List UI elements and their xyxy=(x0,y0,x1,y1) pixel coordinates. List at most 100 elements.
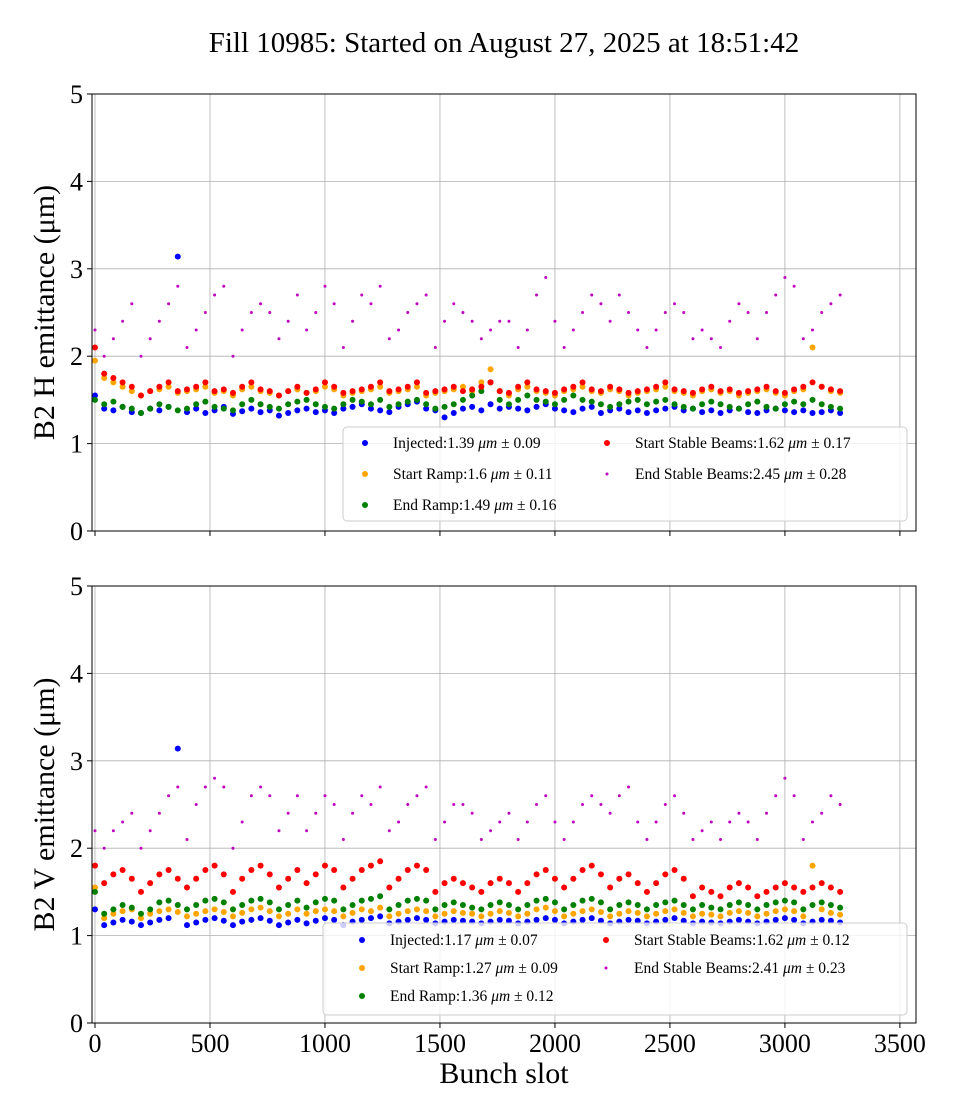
data-point-end-ramp xyxy=(625,398,632,405)
data-point-injected xyxy=(275,412,282,419)
data-point-end-ramp xyxy=(800,401,807,408)
data-point-injected xyxy=(312,409,319,416)
data-point-start-ramp xyxy=(183,913,190,920)
data-point-start-stable-beams xyxy=(193,875,200,882)
data-point-end-stable-beams xyxy=(562,345,566,349)
data-point-end-ramp xyxy=(321,895,328,902)
data-point-end-ramp xyxy=(174,902,181,909)
data-point-injected xyxy=(331,410,338,417)
data-point-start-ramp xyxy=(441,910,448,917)
data-point-end-stable-beams xyxy=(268,311,272,314)
data-point-injected xyxy=(469,403,476,410)
data-point-end-ramp xyxy=(404,897,411,904)
data-point-start-stable-beams xyxy=(745,388,752,395)
data-point-end-ramp xyxy=(671,401,678,408)
data-point-start-ramp xyxy=(119,908,126,915)
data-point-end-ramp xyxy=(147,906,154,913)
data-point-start-stable-beams xyxy=(515,383,522,390)
data-point-end-stable-beams xyxy=(755,837,759,841)
y-tick-label: 3 xyxy=(70,255,83,284)
data-point-end-stable-beams xyxy=(139,846,143,850)
data-point-end-stable-beams xyxy=(461,311,465,314)
data-point-start-ramp xyxy=(496,908,503,915)
data-point-start-ramp xyxy=(404,908,411,915)
data-point-end-stable-beams xyxy=(811,328,815,332)
data-point-end-stable-beams xyxy=(719,837,723,841)
data-point-end-ramp xyxy=(174,407,181,414)
data-point-end-stable-beams xyxy=(111,829,115,833)
data-point-start-stable-beams xyxy=(763,383,770,390)
data-point-end-stable-beams xyxy=(516,345,520,349)
data-point-end-ramp xyxy=(726,902,733,909)
data-point-end-stable-beams xyxy=(470,811,474,815)
data-point-end-ramp xyxy=(395,902,402,909)
data-point-start-stable-beams xyxy=(708,383,715,390)
data-point-end-ramp xyxy=(570,902,577,909)
data-point-end-ramp xyxy=(331,405,338,412)
data-point-end-ramp xyxy=(478,906,485,913)
data-point-end-ramp xyxy=(542,895,549,902)
data-point-end-ramp xyxy=(202,398,209,405)
data-point-start-stable-beams xyxy=(340,389,347,396)
data-point-injected xyxy=(699,409,706,416)
data-point-start-stable-beams xyxy=(229,888,236,895)
x-tick-label: 2500 xyxy=(644,1029,696,1058)
data-point-end-ramp xyxy=(689,405,696,412)
data-point-end-ramp xyxy=(248,897,255,904)
data-point-end-ramp xyxy=(809,902,816,909)
data-point-start-stable-beams xyxy=(128,383,135,390)
legend: Injected:1.39 μm ± 0.09 Start Ramp:1.6 μm… xyxy=(342,426,908,522)
data-point-end-ramp xyxy=(229,407,236,414)
data-point-end-stable-beams xyxy=(249,311,253,314)
y-tick-label: 2 xyxy=(70,342,83,371)
legend-marker xyxy=(362,440,368,446)
data-point-start-stable-beams xyxy=(137,888,144,895)
data-point-start-stable-beams xyxy=(689,893,696,900)
data-point-end-stable-beams xyxy=(167,794,171,798)
x-tick-label: 500 xyxy=(190,1029,229,1058)
data-point-end-stable-beams xyxy=(553,319,557,323)
data-point-injected xyxy=(331,916,338,923)
data-point-end-ramp xyxy=(266,899,273,906)
data-point-start-ramp xyxy=(174,909,181,916)
data-point-start-stable-beams xyxy=(496,388,503,395)
data-point-start-ramp xyxy=(367,908,374,915)
data-point-end-ramp xyxy=(653,398,660,405)
data-point-end-stable-beams xyxy=(728,319,732,323)
data-point-start-stable-beams xyxy=(597,388,604,395)
data-point-end-stable-beams xyxy=(268,794,272,798)
data-point-start-stable-beams xyxy=(487,880,494,887)
data-point-injected xyxy=(91,906,98,913)
data-point-end-ramp xyxy=(717,401,724,408)
data-point-end-stable-beams xyxy=(286,319,290,323)
data-point-injected xyxy=(91,392,98,399)
data-point-end-stable-beams xyxy=(121,319,125,323)
data-point-injected xyxy=(496,916,503,923)
data-point-injected xyxy=(478,407,485,414)
data-point-end-stable-beams xyxy=(286,811,290,815)
data-point-end-ramp xyxy=(671,897,678,904)
data-point-end-ramp xyxy=(607,906,614,913)
data-point-end-ramp xyxy=(257,895,264,902)
data-point-start-stable-beams xyxy=(110,375,117,382)
data-point-start-stable-beams xyxy=(809,379,816,386)
data-point-end-ramp xyxy=(515,906,522,913)
data-point-start-ramp xyxy=(809,344,816,351)
data-point-end-ramp xyxy=(119,902,126,909)
data-point-injected xyxy=(459,405,466,412)
data-point-start-stable-beams xyxy=(119,867,126,874)
data-point-start-ramp xyxy=(193,910,200,917)
data-point-start-ramp xyxy=(800,913,807,920)
data-point-start-stable-beams xyxy=(266,871,273,878)
data-point-start-stable-beams xyxy=(312,871,319,878)
data-point-end-stable-beams xyxy=(820,811,824,815)
data-point-end-stable-beams xyxy=(535,293,539,297)
data-point-end-stable-beams xyxy=(148,337,152,341)
legend-entry: Injected:1.39 μm ± 0.09 xyxy=(393,435,541,452)
data-point-start-ramp xyxy=(450,908,457,915)
data-point-start-ramp xyxy=(524,910,531,917)
data-point-end-ramp xyxy=(193,902,200,909)
data-point-end-stable-beams xyxy=(581,803,585,806)
data-point-end-ramp xyxy=(708,398,715,405)
data-point-end-stable-beams xyxy=(654,820,658,824)
